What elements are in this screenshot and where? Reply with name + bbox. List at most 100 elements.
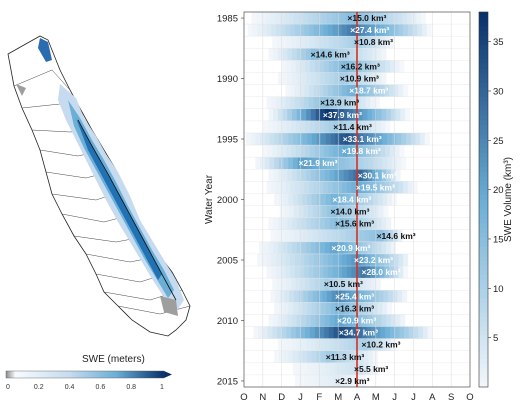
heatmap-cell <box>365 84 371 97</box>
heatmap-cell <box>276 266 282 279</box>
colorbar-segment <box>479 44 488 50</box>
heatmap-cell <box>292 48 298 61</box>
heatmap-cell <box>267 120 273 133</box>
heatmap-cell <box>255 132 261 146</box>
heatmap-cell <box>286 278 292 291</box>
heatmap-cell <box>259 241 265 254</box>
heatmap-cell <box>277 241 283 254</box>
heatmap-cell <box>327 96 333 109</box>
heatmap-cell <box>331 12 337 25</box>
heatmap-cell <box>267 326 273 339</box>
heatmap-cell <box>347 120 353 133</box>
heatmap-cell <box>320 314 326 327</box>
colorbar-segment <box>479 204 488 210</box>
heatmap-cell <box>349 350 355 363</box>
heatmap-cell <box>277 108 283 121</box>
heatmap-cell <box>308 181 314 194</box>
heatmap-cell <box>315 72 321 85</box>
heatmap-cell <box>279 290 285 303</box>
heatmap-cell <box>300 60 306 73</box>
heatmap-cell <box>325 132 331 146</box>
colorbar-tick-label: 35 <box>493 37 504 48</box>
colorbar-frame <box>478 11 489 388</box>
heatmap-cell <box>288 132 294 146</box>
heatmap-cell <box>372 169 378 182</box>
heatmap-cell <box>304 84 310 97</box>
heatmap-cell <box>358 302 364 315</box>
heatmap-cell <box>317 205 323 218</box>
heatmap-cell <box>293 229 299 242</box>
heatmap-cell <box>268 169 274 182</box>
heatmap-cell <box>281 145 287 158</box>
map-legend-tick: 0.2 <box>34 384 44 391</box>
heatmap-cell <box>276 96 282 109</box>
heatmap-cell <box>306 169 312 182</box>
heatmap-cell <box>335 302 341 315</box>
heatmap-cell <box>314 326 320 339</box>
peak-value-labels: ×15.0 km³ ×27.4 km³ ×10.8 km³ ×14.6 km³ ×16.… <box>298 13 415 386</box>
heatmap-cell <box>349 157 355 170</box>
colorbar-segment <box>479 246 488 252</box>
heatmap-cell <box>369 229 375 242</box>
peak-value-label: ×15.0 km³ <box>347 13 386 23</box>
colorbar-tick-label: 10 <box>493 284 504 295</box>
heatmap-row <box>262 145 405 158</box>
heatmap-cell <box>350 205 356 218</box>
heatmap-cell <box>348 48 354 61</box>
heatmap-cell <box>314 120 320 133</box>
heatmap-cell <box>385 60 391 73</box>
heatmap-cell <box>295 36 301 49</box>
heatmap-cell <box>307 132 313 146</box>
heatmap-cell <box>362 72 368 85</box>
peak-value-label: ×10.9 km³ <box>340 74 379 84</box>
heatmap-cell <box>318 253 324 267</box>
heatmap-cell <box>291 326 297 339</box>
heatmap-cell <box>303 229 309 242</box>
heatmap-cell <box>324 36 330 49</box>
heatmap-cell <box>335 157 341 170</box>
heatmap-cell <box>324 169 330 182</box>
heatmap-cell <box>421 12 427 25</box>
heatmap-cell <box>341 96 347 109</box>
heatmap-cell <box>397 229 403 242</box>
colorbar-segment <box>479 110 488 116</box>
heatmap-cell <box>370 84 376 97</box>
heatmap-cell <box>356 24 362 37</box>
heatmap-cell <box>386 338 392 351</box>
heatmap-cell <box>274 193 280 206</box>
peak-value-label: ×2.9 km³ <box>335 376 369 386</box>
heatmap-cell <box>295 278 301 291</box>
heatmap-cell <box>390 108 396 121</box>
heatmap-cell <box>288 302 294 315</box>
heatmap-row <box>266 266 409 279</box>
heatmap-cell <box>335 362 341 375</box>
month-tick-label: D <box>278 392 285 403</box>
heatmap-cell <box>339 241 345 254</box>
heatmap-cell <box>295 60 301 73</box>
heatmap-cell <box>301 338 307 351</box>
peak-value-label: ×11.4 km³ <box>333 122 372 132</box>
heatmap-cell <box>314 60 320 73</box>
heatmap-cell <box>320 72 326 85</box>
peak-value-label: ×23.2 km³ <box>354 255 393 265</box>
heatmap-row <box>281 60 405 73</box>
heatmap-cell <box>341 181 347 194</box>
heatmap-cell <box>396 132 402 146</box>
heatmap-cell <box>398 253 404 267</box>
heatmap-cell <box>292 108 298 121</box>
heatmap-cell <box>341 253 347 267</box>
peak-value-label: ×10.2 km³ <box>362 340 401 350</box>
heatmap-cell <box>349 193 355 206</box>
heatmap-cell <box>323 24 329 37</box>
heatmap-cell <box>296 314 302 327</box>
heatmap-cell <box>301 314 307 327</box>
heatmap-cell <box>289 12 295 25</box>
colorbar-segment <box>479 190 488 196</box>
colorbar-segment <box>479 133 488 139</box>
heatmap-cell <box>346 96 352 109</box>
heatmap-cell <box>299 24 305 37</box>
colorbar-segment <box>479 321 488 327</box>
heatmap-cell <box>301 169 307 182</box>
heatmap-cell <box>310 241 316 254</box>
heatmap-row <box>257 253 409 267</box>
